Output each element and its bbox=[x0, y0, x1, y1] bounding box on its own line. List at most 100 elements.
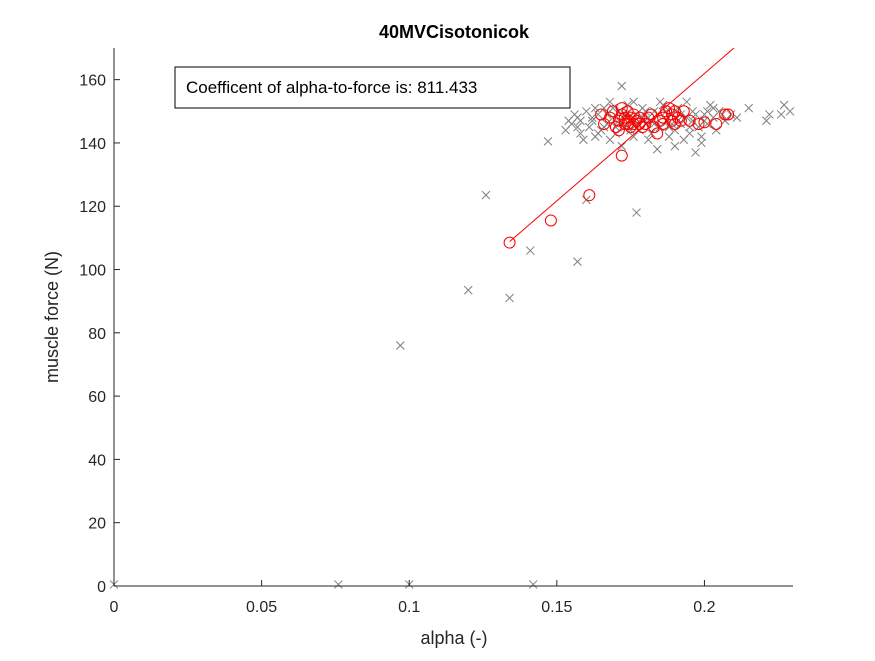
fitted-data-point bbox=[674, 114, 687, 127]
fitted-data-point bbox=[544, 214, 557, 227]
fit-line bbox=[509, 47, 735, 243]
raw-data-point bbox=[632, 119, 641, 129]
raw-data-point bbox=[576, 129, 585, 138]
fitted-data-point bbox=[663, 102, 676, 115]
raw-data-point bbox=[744, 103, 754, 113]
x-tick-label: 0.1 bbox=[398, 599, 420, 616]
raw-data-point bbox=[762, 116, 771, 126]
plot-area bbox=[114, 48, 793, 586]
x-tick-label: 0.05 bbox=[246, 599, 277, 616]
annotation-text: Coefficent of alpha-to-force is: 811.433 bbox=[186, 78, 477, 97]
fitted-data-point bbox=[651, 127, 664, 140]
fitted-data-point bbox=[654, 114, 667, 127]
raw-data-point bbox=[670, 141, 680, 151]
fitted-data-point bbox=[618, 111, 631, 124]
fitted-data-point bbox=[615, 102, 628, 115]
raw-data-point bbox=[691, 110, 700, 119]
raw-data-point bbox=[697, 138, 706, 148]
fitted-data-point bbox=[642, 111, 655, 124]
raw-data-point bbox=[682, 97, 692, 107]
raw-data-point bbox=[623, 113, 633, 122]
fitted-data-point bbox=[606, 105, 619, 118]
raw-data-point bbox=[576, 116, 585, 126]
raw-data-point bbox=[632, 208, 641, 217]
raw-data-point bbox=[579, 135, 588, 145]
raw-data-point bbox=[641, 106, 650, 116]
raw-data-point bbox=[765, 110, 774, 119]
fitted-data-point bbox=[698, 116, 711, 129]
fitted-data-point bbox=[677, 105, 690, 118]
y-tick-label: 0 bbox=[97, 579, 106, 596]
fitted-data-point bbox=[633, 117, 646, 130]
raw-data-point bbox=[652, 144, 662, 154]
raw-data-point bbox=[617, 141, 627, 151]
y-tick-label: 120 bbox=[79, 199, 106, 216]
x-axis-label: alpha (-) bbox=[420, 628, 487, 648]
raw-data-point bbox=[703, 106, 712, 116]
y-tick-label: 100 bbox=[79, 263, 106, 280]
raw-data-point bbox=[590, 103, 600, 113]
fitted-data-point bbox=[621, 117, 634, 130]
y-tick-label: 60 bbox=[88, 389, 106, 406]
raw-data-point bbox=[623, 100, 633, 110]
fitted-data-point bbox=[627, 108, 640, 121]
y-tick-label: 20 bbox=[88, 516, 106, 533]
y-axis-ticks: 0 20 40 60 80 100 120 140 160 bbox=[79, 73, 120, 596]
raw-data-point bbox=[617, 81, 627, 91]
raw-data-point bbox=[573, 257, 582, 266]
raw-data-point bbox=[564, 116, 573, 126]
fitted-data-point bbox=[692, 117, 705, 130]
fitted-data-series bbox=[503, 102, 735, 249]
fitted-data-point bbox=[710, 117, 723, 130]
raw-data-point bbox=[593, 129, 603, 138]
raw-data-point bbox=[697, 132, 706, 141]
fitted-data-point bbox=[595, 108, 608, 121]
fitted-data-point bbox=[612, 124, 625, 137]
fitted-data-point bbox=[660, 105, 673, 118]
raw-data-point bbox=[629, 97, 638, 107]
x-tick-label: 0.2 bbox=[693, 599, 715, 616]
x-axis-ticks: 0 0.05 0.1 0.15 0.2 bbox=[110, 580, 716, 616]
raw-data-point bbox=[785, 106, 795, 116]
fitted-data-point bbox=[621, 105, 634, 118]
y-tick-label: 80 bbox=[88, 326, 106, 343]
coefficient-annotation: Coefficent of alpha-to-force is: 811.433 bbox=[174, 66, 571, 109]
raw-data-point bbox=[334, 580, 343, 589]
raw-data-point bbox=[711, 125, 721, 135]
fitted-data-point bbox=[639, 117, 652, 130]
raw-data-point bbox=[525, 246, 535, 255]
fitted-data-point bbox=[583, 189, 596, 202]
chart-title: 40MVCisotonicok bbox=[379, 22, 530, 42]
raw-data-point bbox=[667, 119, 677, 129]
raw-data-point bbox=[481, 190, 491, 200]
raw-data-point bbox=[396, 341, 405, 350]
raw-data-point bbox=[605, 97, 615, 107]
fitted-data-point bbox=[668, 105, 681, 118]
fitted-data-point bbox=[603, 111, 616, 124]
y-tick-label: 160 bbox=[79, 73, 106, 90]
fit-line-series bbox=[509, 47, 735, 243]
raw-data-point bbox=[643, 135, 653, 145]
fitted-data-point bbox=[624, 111, 637, 124]
raw-data-point bbox=[732, 113, 742, 122]
raw-data-point bbox=[685, 122, 695, 132]
raw-data-point bbox=[584, 122, 594, 132]
raw-data-point bbox=[685, 129, 695, 138]
y-axis-label: muscle force (N) bbox=[42, 251, 62, 383]
fitted-data-point bbox=[657, 117, 670, 130]
fitted-data-point bbox=[615, 149, 628, 162]
fitted-data-point bbox=[645, 108, 658, 121]
axes bbox=[113, 48, 793, 587]
fitted-data-point bbox=[657, 111, 670, 124]
fitted-data-point bbox=[665, 108, 678, 121]
raw-data-point bbox=[543, 137, 553, 146]
raw-data-point bbox=[463, 285, 473, 295]
fitted-data-point bbox=[719, 108, 732, 121]
fitted-data-point bbox=[722, 108, 735, 121]
plot-background bbox=[114, 48, 793, 586]
x-tick-label: 0 bbox=[110, 599, 119, 616]
annotation-box bbox=[174, 66, 571, 109]
fitted-data-point bbox=[668, 117, 681, 130]
fitted-data-point bbox=[683, 114, 696, 127]
